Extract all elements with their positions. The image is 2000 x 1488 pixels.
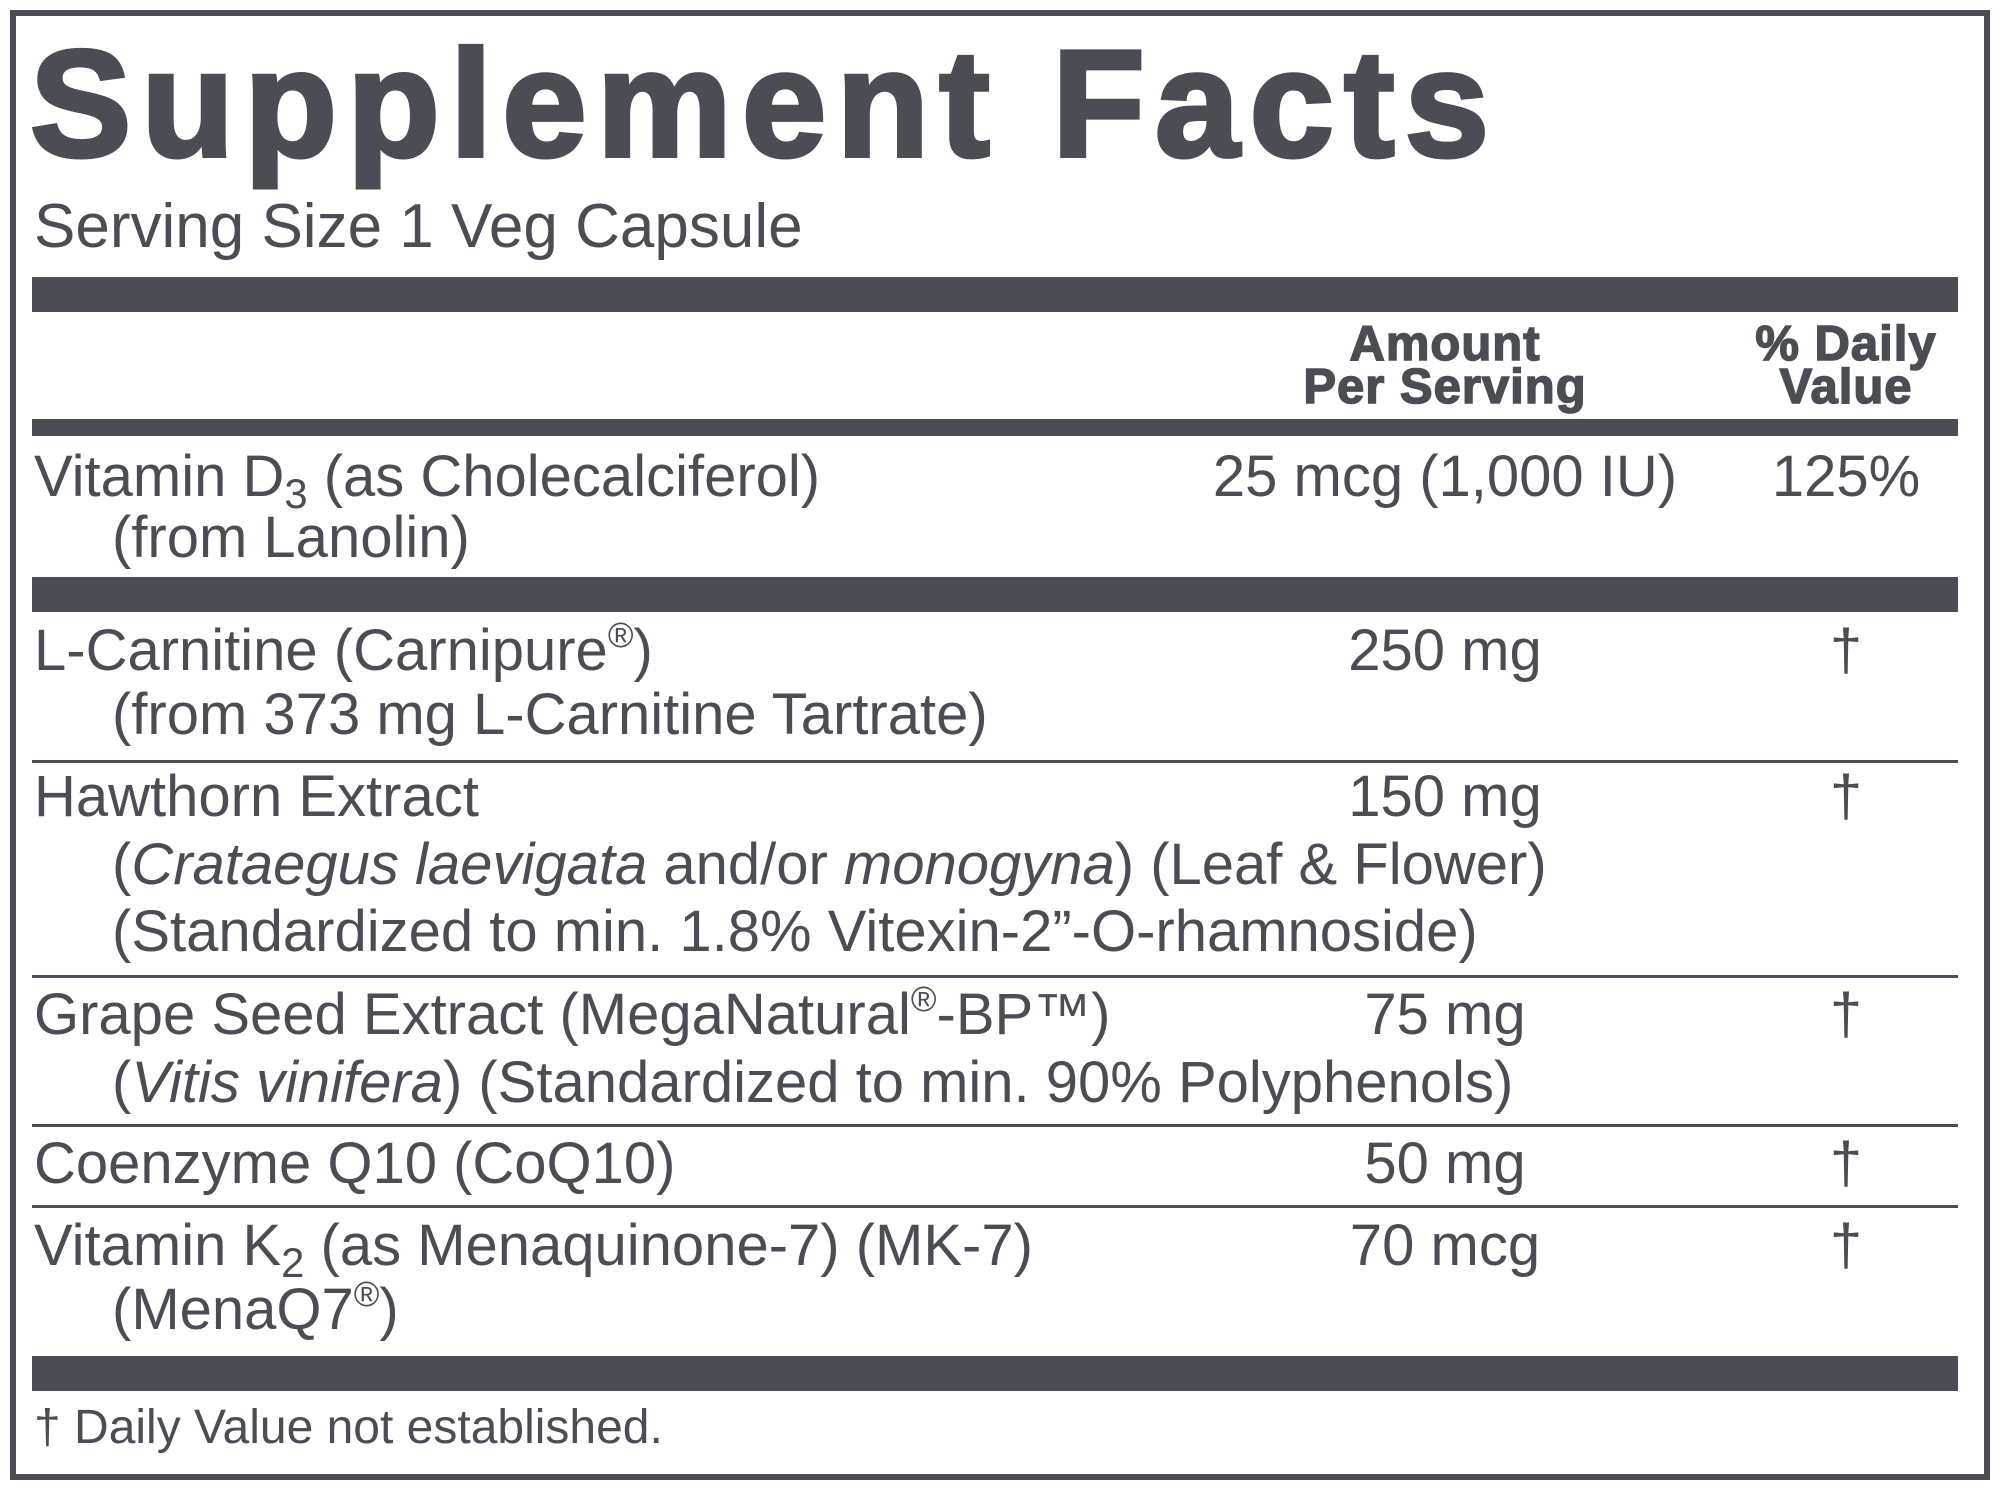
serving-size: Serving Size 1 Veg Capsule xyxy=(34,192,803,261)
italic-text: Vitis vinifera xyxy=(131,1050,443,1115)
daily-value: 125% xyxy=(1771,444,1921,509)
amount: 75 mg xyxy=(1364,982,1526,1047)
text: Grape Seed Extract (MegaNatural xyxy=(34,982,911,1047)
thick-bar xyxy=(32,577,1958,612)
ingredient-line: Vitamin D3 (as Cholecalciferol) xyxy=(34,448,820,515)
title: Supplement Facts xyxy=(28,19,1500,189)
text: (as Cholecalciferol) xyxy=(307,444,821,509)
italic-text: monogyna xyxy=(843,832,1115,897)
ingredient-line: (MenaQ7®) xyxy=(112,1277,399,1339)
daily-value-header: % Daily Value xyxy=(1646,317,2000,414)
amount-header: Amount Per Serving xyxy=(1145,317,1745,414)
text: ) (Leaf & Flower) xyxy=(1114,832,1547,897)
ingredient-line: (Standardized to min. 1.8% Vitexin-2”-O-… xyxy=(112,899,1478,964)
ingredient-line: Hawthorn Extract xyxy=(34,764,479,829)
ingredient-line: Vitamin K2 (as Menaquinone-7) (MK-7) xyxy=(34,1217,1033,1284)
ingredient-line: (from Lanolin) xyxy=(112,505,470,570)
ingredient-line: (Vitis vinifera) (Standardized to min. 9… xyxy=(112,1054,1513,1112)
superscript: ® xyxy=(353,1275,380,1315)
text: (MenaQ7 xyxy=(112,1277,354,1342)
daily-value: † xyxy=(1829,764,1863,829)
header-line: Amount xyxy=(1349,317,1541,371)
amount: 25 mcg (1,000 IU) xyxy=(1212,444,1678,509)
amount: 70 mcg xyxy=(1349,1213,1541,1278)
text: Vitamin D xyxy=(34,444,285,509)
ingredient-line: Coenzyme Q10 (CoQ10) xyxy=(34,1131,676,1196)
subscript: 3 xyxy=(284,469,308,517)
footnote: † Daily Value not established. xyxy=(34,1401,663,1454)
header-line: Per Serving xyxy=(1303,360,1587,414)
daily-value: † xyxy=(1829,1213,1863,1278)
amount: 50 mg xyxy=(1364,1131,1526,1196)
amount: 150 mg xyxy=(1348,764,1542,829)
text: L-Carnitine (Carnipure xyxy=(34,618,608,683)
text: and/or xyxy=(647,832,844,897)
subscript: 2 xyxy=(281,1238,305,1286)
medium-bar xyxy=(32,419,1958,436)
daily-value: † xyxy=(1829,1131,1863,1196)
text: ) xyxy=(633,618,653,683)
text: ) xyxy=(379,1277,399,1342)
text: Vitamin K xyxy=(34,1213,282,1278)
ingredient-line: (from 373 mg L-Carnitine Tartrate) xyxy=(112,682,988,747)
thick-bar xyxy=(32,1356,1958,1391)
ingredient-line: L-Carnitine (Carnipure®) xyxy=(34,618,653,680)
italic-text: Crataegus laevigata xyxy=(131,832,648,897)
rule xyxy=(32,760,1958,763)
amount: 250 mg xyxy=(1348,618,1542,683)
daily-value: † xyxy=(1829,982,1863,1047)
daily-value: † xyxy=(1829,618,1863,683)
ingredient-line: Grape Seed Extract (MegaNatural®-BP™) xyxy=(34,982,1111,1044)
text: (as Menaquinone-7) (MK-7) xyxy=(304,1213,1033,1278)
text: ) (Standardized to min. 90% Polyphenols) xyxy=(442,1050,1514,1115)
rule xyxy=(32,1205,1958,1208)
text: -BP™) xyxy=(936,982,1111,1047)
header-line: % Daily xyxy=(1755,317,1937,371)
header-line: Value xyxy=(1779,360,1913,414)
text: ( xyxy=(112,832,132,897)
superscript: ® xyxy=(910,980,937,1020)
superscript: ® xyxy=(607,616,634,656)
rule xyxy=(32,1124,1958,1127)
thick-bar xyxy=(32,277,1958,312)
text: ( xyxy=(112,1050,132,1115)
rule xyxy=(32,975,1958,978)
label-frame xyxy=(10,10,1990,1480)
ingredient-line: (Crataegus laevigata and/or monogyna) (L… xyxy=(112,836,1547,894)
